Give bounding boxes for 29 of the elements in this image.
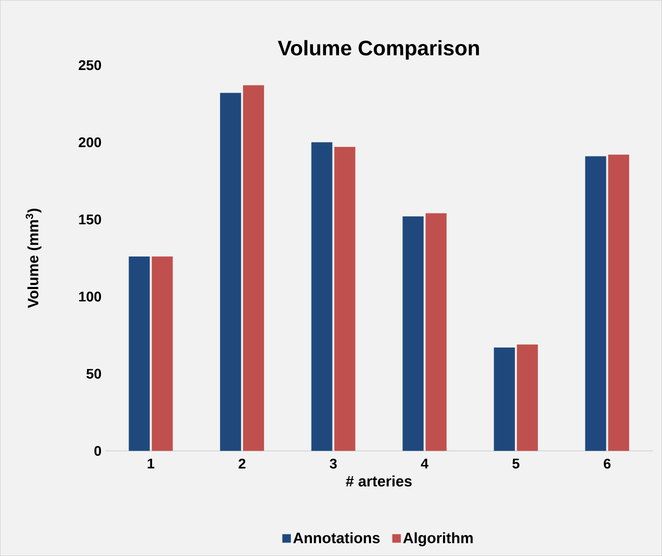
x-tick-label: 5 — [512, 458, 520, 468]
y-tick-label: 200 — [78, 137, 102, 148]
x-tick-label: 2 — [238, 458, 246, 468]
legend-label: Annotations — [293, 532, 380, 544]
bar — [494, 348, 515, 451]
bar — [152, 256, 173, 451]
x-axis-title: # arteries — [346, 475, 412, 486]
y-tick-label: 150 — [79, 214, 102, 224]
x-tick-label: 3 — [330, 458, 337, 469]
bar — [426, 213, 447, 451]
y-tick-label: 100 — [79, 292, 102, 302]
bar — [311, 142, 332, 451]
bar — [220, 92, 242, 451]
y-tick-label: 0 — [94, 446, 102, 456]
bar — [516, 344, 538, 451]
bar — [128, 256, 150, 451]
bar — [608, 154, 630, 451]
bar — [243, 85, 264, 451]
bar — [334, 146, 356, 451]
y-tick-label: 50 — [86, 368, 102, 379]
chart-title: Volume Comparison — [278, 40, 479, 60]
x-tick-label: 4 — [420, 458, 428, 468]
legend-label: Algorithm — [403, 532, 473, 546]
bar — [585, 156, 606, 451]
bar — [402, 216, 424, 451]
y-axis-title: Volume (mm$^{3}$) — [26, 208, 42, 308]
y-tick-label: 250 — [78, 60, 102, 70]
x-tick-label: 6 — [604, 458, 611, 469]
x-tick-label: 1 — [148, 458, 154, 468]
